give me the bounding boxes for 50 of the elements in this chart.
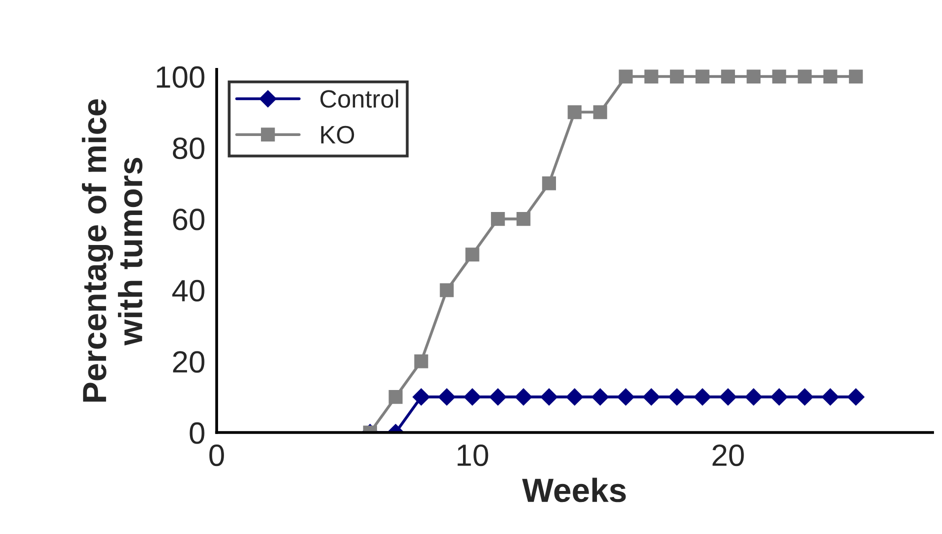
point (644, 70, 658, 84)
point (617, 388, 634, 406)
point (464, 388, 481, 406)
point (823, 70, 838, 84)
point (592, 388, 609, 406)
y-tick-label: 100 (156, 66, 204, 88)
point (798, 70, 812, 84)
point (719, 388, 737, 406)
point (542, 176, 556, 190)
point (489, 388, 506, 406)
point (490, 212, 505, 226)
legend-label: KO (321, 126, 354, 144)
point (721, 70, 735, 84)
y-tick-label: 0 (190, 422, 204, 444)
y-axis-title: Percentage of mice with tumors (82, 99, 142, 402)
point (847, 388, 864, 406)
point (745, 388, 762, 406)
point (566, 388, 584, 406)
point (670, 70, 684, 84)
point (388, 390, 403, 404)
point (618, 70, 633, 84)
point (540, 388, 558, 406)
point (516, 212, 530, 226)
point (440, 283, 454, 298)
point (696, 70, 710, 84)
point (772, 70, 786, 84)
point (694, 388, 712, 406)
point (414, 354, 428, 368)
x-axis-title: Weeks (522, 478, 626, 502)
y-tick-label: 20 (173, 351, 204, 373)
y-tick-label: 60 (173, 208, 204, 230)
x-tick-label: 20 (712, 444, 744, 466)
y-tick-label: 80 (172, 137, 204, 160)
x-tick-label: 10 (458, 444, 488, 466)
point (593, 105, 608, 120)
point (642, 388, 660, 406)
point (514, 388, 532, 406)
point (568, 105, 582, 120)
point (848, 70, 863, 84)
point (796, 388, 814, 406)
x-tick-label: 0 (209, 444, 224, 466)
point (770, 388, 788, 406)
point (822, 388, 839, 406)
point (438, 388, 456, 406)
point (746, 70, 761, 84)
point (412, 388, 430, 406)
point (465, 248, 480, 262)
y-tick-label: 40 (172, 280, 204, 302)
point (668, 388, 686, 406)
legend-label: Control (320, 89, 398, 108)
